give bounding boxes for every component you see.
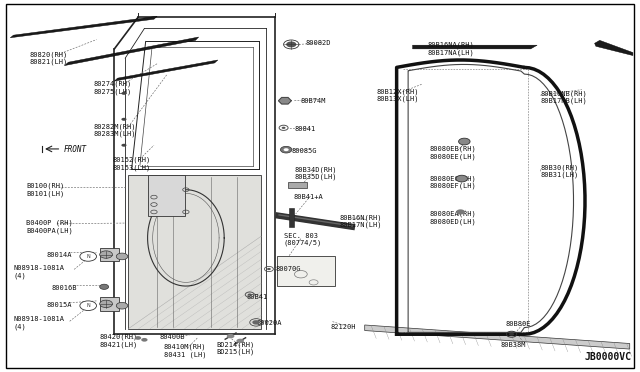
Circle shape bbox=[100, 284, 109, 289]
Text: N: N bbox=[86, 254, 90, 259]
Polygon shape bbox=[595, 40, 633, 55]
Circle shape bbox=[248, 294, 252, 296]
Circle shape bbox=[122, 118, 127, 121]
Text: N: N bbox=[86, 303, 90, 308]
Polygon shape bbox=[65, 37, 198, 65]
Text: 80410M(RH)
80431 (LH): 80410M(RH) 80431 (LH) bbox=[164, 344, 206, 358]
Text: 80015A: 80015A bbox=[47, 302, 72, 308]
Circle shape bbox=[236, 339, 244, 343]
Circle shape bbox=[116, 253, 128, 260]
Bar bbox=[277, 256, 335, 286]
Text: 80B16NA(RH)
80B17NA(LH): 80B16NA(RH) 80B17NA(LH) bbox=[428, 42, 474, 56]
Polygon shape bbox=[413, 45, 537, 49]
Text: 80820(RH)
80821(LH): 80820(RH) 80821(LH) bbox=[29, 51, 68, 65]
Text: B0100(RH)
B0101(LH): B0100(RH) B0101(LH) bbox=[26, 183, 65, 197]
Bar bbox=[100, 297, 119, 311]
Polygon shape bbox=[115, 60, 218, 81]
Circle shape bbox=[459, 138, 470, 145]
Circle shape bbox=[267, 268, 271, 270]
Circle shape bbox=[252, 320, 260, 325]
Text: 80070G: 80070G bbox=[275, 266, 301, 272]
Text: 80B16N(RH)
80B17N(LH): 80B16N(RH) 80B17N(LH) bbox=[339, 214, 381, 228]
Text: 80016B: 80016B bbox=[52, 285, 77, 291]
Circle shape bbox=[80, 251, 97, 261]
Text: 80080EA(RH)
80080ED(LH): 80080EA(RH) 80080ED(LH) bbox=[430, 211, 477, 224]
Text: JB0000VC: JB0000VC bbox=[585, 352, 632, 362]
Circle shape bbox=[135, 336, 141, 340]
Polygon shape bbox=[289, 208, 294, 227]
Text: 80B74M: 80B74M bbox=[301, 98, 326, 104]
Bar bbox=[100, 248, 119, 261]
Text: 80B34D(RH)
80B35D(LH): 80B34D(RH) 80B35D(LH) bbox=[294, 166, 337, 180]
Text: N08918-1081A
(4): N08918-1081A (4) bbox=[13, 265, 65, 279]
Circle shape bbox=[100, 300, 113, 308]
Text: 80420(RH)
80421(LH): 80420(RH) 80421(LH) bbox=[100, 334, 138, 348]
Polygon shape bbox=[288, 182, 307, 188]
Circle shape bbox=[141, 338, 148, 341]
Text: 80B80E: 80B80E bbox=[505, 321, 531, 327]
Text: 80B12X(RH)
80B13X(LH): 80B12X(RH) 80B13X(LH) bbox=[376, 88, 419, 102]
Bar bbox=[148, 175, 184, 216]
Circle shape bbox=[122, 144, 127, 147]
Text: 80B41+A: 80B41+A bbox=[293, 194, 323, 200]
Text: FRONT: FRONT bbox=[63, 145, 86, 154]
Text: 80B16NB(RH)
80B17NB(LH): 80B16NB(RH) 80B17NB(LH) bbox=[540, 90, 587, 104]
Circle shape bbox=[284, 148, 289, 151]
Text: 80274(RH)
80275(LH): 80274(RH) 80275(LH) bbox=[93, 81, 132, 95]
Circle shape bbox=[509, 333, 514, 336]
Text: 80082D: 80082D bbox=[306, 40, 332, 46]
Circle shape bbox=[122, 92, 127, 95]
Text: SEC. 803
(80774/5): SEC. 803 (80774/5) bbox=[284, 233, 322, 247]
Text: BD214(RH)
BD215(LH): BD214(RH) BD215(LH) bbox=[216, 341, 255, 355]
Text: 82120H: 82120H bbox=[330, 324, 356, 330]
Circle shape bbox=[116, 302, 128, 309]
Text: 80B41: 80B41 bbox=[246, 294, 268, 300]
Circle shape bbox=[286, 41, 296, 47]
Circle shape bbox=[282, 127, 285, 129]
Polygon shape bbox=[278, 97, 291, 104]
Circle shape bbox=[227, 334, 234, 338]
Text: 80B38M: 80B38M bbox=[500, 341, 525, 347]
Polygon shape bbox=[129, 175, 261, 329]
Circle shape bbox=[100, 251, 113, 258]
Text: 80152(RH)
80153(LH): 80152(RH) 80153(LH) bbox=[113, 157, 150, 171]
Polygon shape bbox=[10, 16, 157, 38]
Circle shape bbox=[456, 209, 465, 215]
Text: 80020A: 80020A bbox=[256, 320, 282, 326]
Text: 80282M(RH)
80283M(LH): 80282M(RH) 80283M(LH) bbox=[93, 124, 136, 137]
Text: 80B30(RH)
80B31(LH): 80B30(RH) 80B31(LH) bbox=[540, 164, 579, 178]
Circle shape bbox=[280, 146, 292, 153]
Text: 80841: 80841 bbox=[294, 126, 316, 132]
Polygon shape bbox=[365, 325, 630, 349]
Text: N08918-1081A
(4): N08918-1081A (4) bbox=[13, 316, 65, 330]
Text: 80400B: 80400B bbox=[159, 334, 184, 340]
Circle shape bbox=[80, 301, 97, 311]
Text: 80085G: 80085G bbox=[291, 148, 317, 154]
Circle shape bbox=[456, 175, 467, 182]
Text: 80014A: 80014A bbox=[47, 251, 72, 257]
Text: 80080EC(RH)
80080EF(LH): 80080EC(RH) 80080EF(LH) bbox=[430, 175, 477, 189]
Text: B0400P (RH)
B0400PA(LH): B0400P (RH) B0400PA(LH) bbox=[26, 220, 73, 234]
Text: 80080EB(RH)
80080EE(LH): 80080EB(RH) 80080EE(LH) bbox=[430, 146, 477, 160]
